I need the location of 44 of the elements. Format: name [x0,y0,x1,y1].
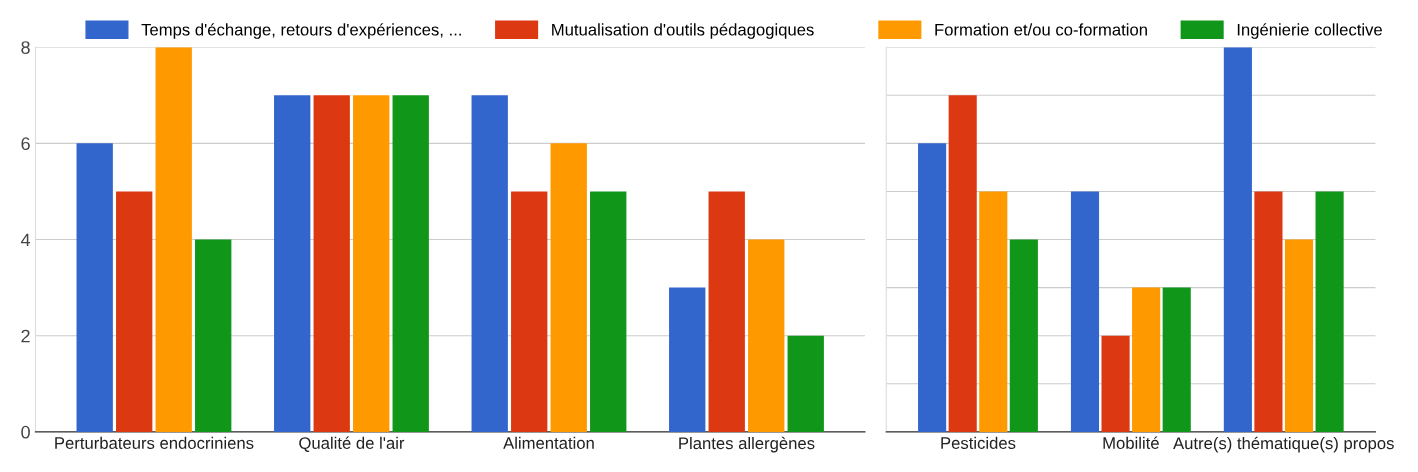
bar [511,191,548,432]
bar [471,95,508,432]
x-tick-label: Mobilité [1103,436,1159,449]
bar [274,95,311,432]
bar [1254,191,1283,432]
x-tick-label: Alimentation [503,436,594,449]
bar [590,191,627,432]
x-tick-label: Perturbateurs endocriniens [55,436,254,449]
bar [353,95,390,432]
legend-label: Formation et/ou co-formation [935,23,1147,36]
legend-label: Temps d'échange, retours d'expériences, ... [141,23,461,39]
bar [1070,191,1100,432]
bar [1132,287,1161,432]
y-tick-label: 6 [21,137,30,151]
bar [1223,47,1252,432]
bar [948,95,977,432]
bar [313,95,350,432]
legend-label: Mutualisation d'outils pédagogiques [552,23,814,39]
bar [1162,287,1191,432]
bar [918,143,947,432]
bar [392,95,429,432]
y-tick-label: 0 [21,425,30,439]
bar [155,47,192,432]
bar [550,143,587,432]
y-tick-label: 8 [21,41,30,54]
bar [748,239,785,432]
bar [1009,239,1038,432]
y-tick-label: 2 [21,329,30,343]
legend-label: Ingénierie collective [1237,23,1382,39]
y-tick-label: 4 [20,233,31,247]
bar [76,143,113,432]
x-tick-label: Qualité de l'air [299,436,405,452]
x-tick-label: Autre(s) thématique(s) propos [1173,436,1394,453]
bar [1284,239,1314,432]
bar [1315,191,1344,432]
bar [979,191,1008,432]
x-tick-label: Plantes allergènes [679,436,815,453]
bar [669,287,706,432]
bar [116,191,153,432]
bar [1101,335,1130,432]
bar [787,335,824,432]
x-tick-label: Pesticides [941,436,1016,449]
bar [195,239,232,432]
bar [708,191,745,432]
